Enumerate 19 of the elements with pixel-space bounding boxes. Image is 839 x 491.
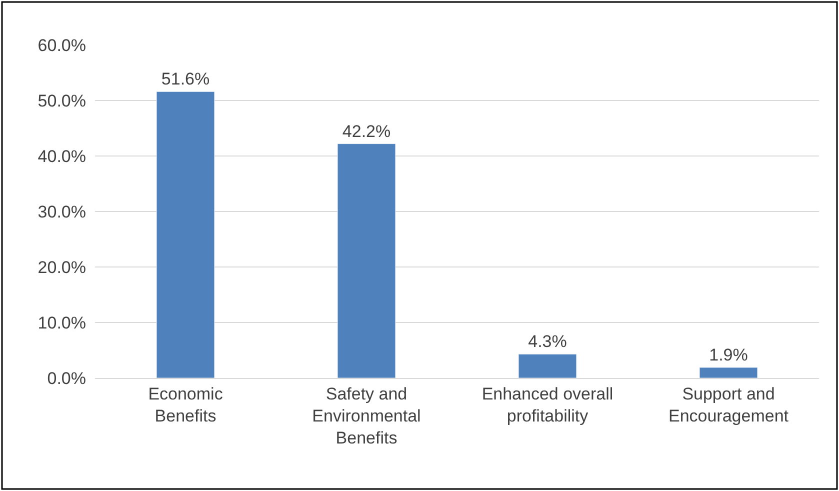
y-tick-label: 20.0% [38, 258, 86, 277]
data-label: 42.2% [342, 122, 391, 141]
data-label: 4.3% [528, 332, 567, 352]
y-tick-label: 50.0% [38, 91, 86, 110]
y-tick-label: 0.0% [47, 368, 86, 388]
data-label: 51.6% [161, 70, 210, 89]
y-tick-label: 10.0% [38, 313, 86, 332]
x-tick-label: Safety and Environmental Benefits [312, 384, 421, 448]
y-tick-label: 60.0% [38, 36, 86, 55]
x-tick-label: Enhanced overall profitability [482, 384, 614, 426]
y-tick-label: 30.0% [38, 202, 86, 222]
bar [156, 91, 215, 378]
bar [337, 144, 396, 378]
x-tick-label: Support and Encouragement [668, 384, 789, 426]
data-label: 1.9% [709, 345, 748, 364]
bar [518, 354, 577, 378]
bar [699, 367, 758, 378]
y-tick-label: 40.0% [38, 146, 86, 166]
x-tick-label: Economic Benefits [148, 384, 224, 426]
